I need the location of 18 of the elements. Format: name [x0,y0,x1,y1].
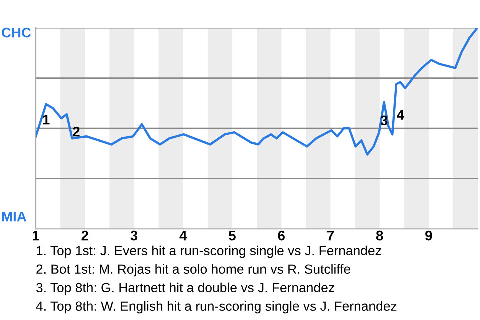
x-tick-label: 8 [376,230,384,241]
text: 1. Top 1st: J. Evers hit a run-scoring single vs J. Fernandez [37,246,382,258]
annotation: 4 [397,110,404,120]
x-tick-label: 6 [278,230,285,241]
x-tick-label: 5 [229,231,236,241]
text: MIA [2,212,27,222]
annotation: 2 [73,126,80,137]
text: 3. Top 8th: G. Hartnett hit a double vs J. Fernandez [36,282,334,296]
text: CHC [2,28,32,38]
x-tick-label: 9 [426,230,432,241]
text: 2. Bot 1st: M. Rojas hit a solo home run vs R. Sutcliffe [36,264,351,277]
x-tick-label: 1 [33,231,40,241]
x-tick-label: 2 [82,230,88,241]
x-tick-label: 7 [327,231,334,241]
text: 4. Top 8th: W. English hit a run-scoring single vs J. Fernandez [36,301,397,314]
x-tick-label: 4 [180,231,188,241]
annotation: 1 [43,115,50,125]
x-tick-label: 3 [130,230,138,241]
